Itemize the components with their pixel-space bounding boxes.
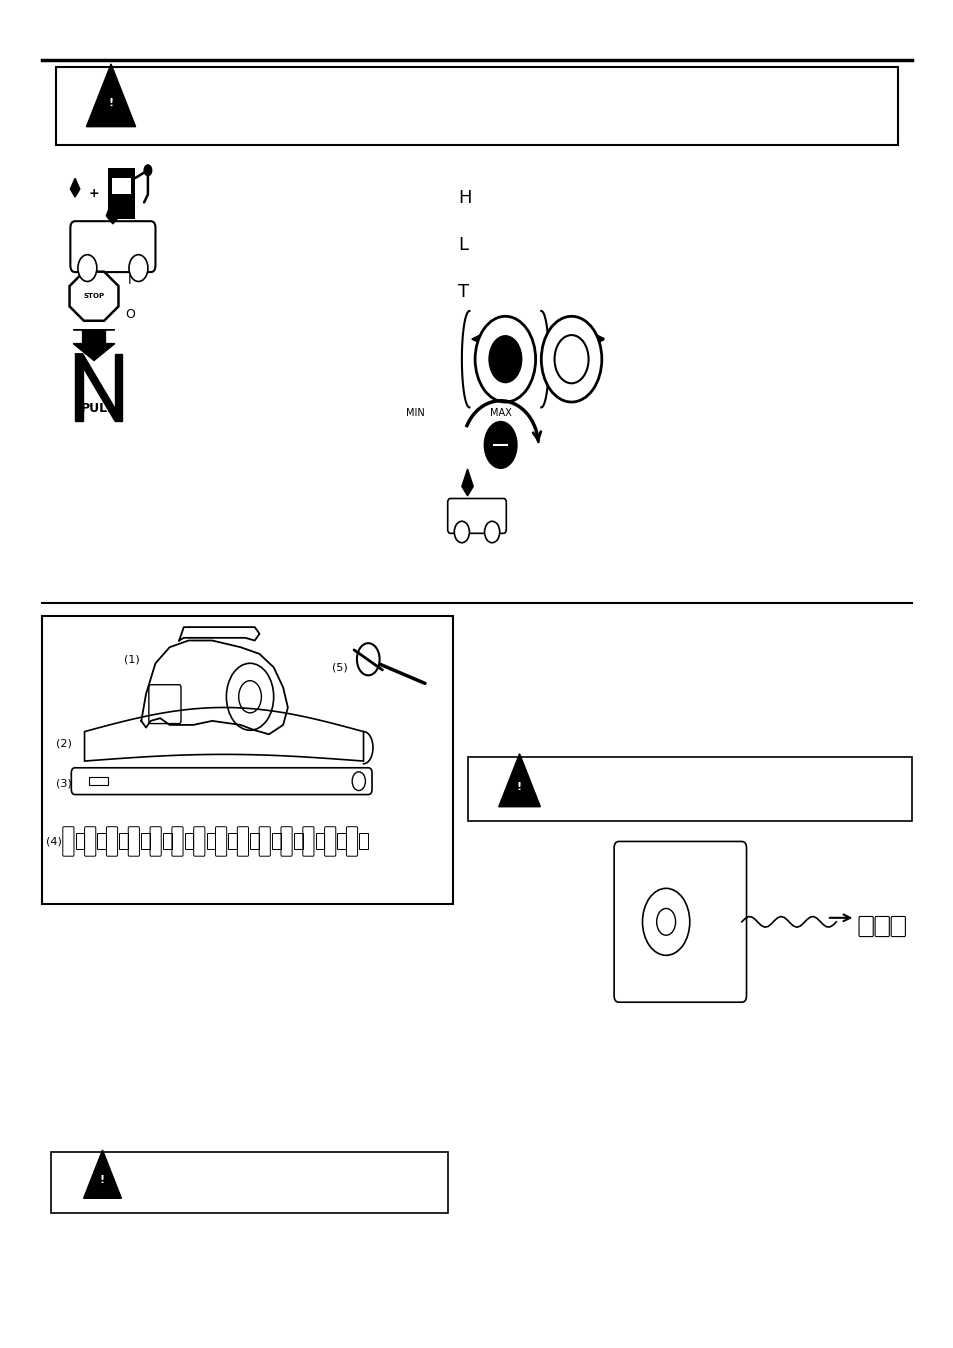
Bar	[206, 833, 215, 849]
Text: !: !	[517, 782, 521, 791]
Text: (3): (3)	[56, 779, 71, 789]
Text: (5): (5)	[332, 662, 348, 673]
Circle shape	[454, 522, 469, 543]
Circle shape	[484, 522, 499, 543]
Text: L: L	[457, 236, 468, 255]
Bar	[163, 833, 172, 849]
Polygon shape	[498, 754, 539, 806]
Circle shape	[483, 421, 517, 469]
Text: !: !	[100, 1175, 105, 1185]
Circle shape	[144, 164, 152, 175]
Bar	[228, 833, 236, 849]
Bar	[108, 167, 134, 218]
Bar	[467, 758, 911, 821]
Bar	[250, 833, 258, 849]
Text: PULL: PULL	[81, 402, 116, 415]
Bar	[272, 833, 280, 849]
Text: I: I	[128, 274, 132, 287]
Text: +: +	[89, 186, 99, 200]
Bar	[359, 833, 368, 849]
Circle shape	[475, 317, 535, 402]
Bar	[75, 353, 83, 421]
Text: STOP: STOP	[83, 294, 105, 299]
Bar	[90, 778, 108, 785]
Polygon shape	[461, 469, 473, 496]
Text: H: H	[457, 190, 471, 208]
Bar	[141, 833, 150, 849]
Text: (2): (2)	[55, 739, 71, 748]
Bar	[97, 833, 106, 849]
Polygon shape	[70, 272, 118, 321]
Text: (1): (1)	[124, 654, 139, 665]
Bar	[112, 178, 131, 194]
Circle shape	[129, 255, 148, 282]
Bar	[56, 67, 897, 144]
Text: MIN: MIN	[406, 407, 424, 418]
Text: !: !	[109, 98, 113, 108]
Bar	[42, 616, 453, 905]
Bar	[315, 833, 324, 849]
Bar	[337, 833, 346, 849]
Bar	[114, 353, 122, 421]
Bar	[119, 833, 128, 849]
Text: MAX: MAX	[489, 407, 511, 418]
Circle shape	[356, 643, 379, 675]
Polygon shape	[71, 178, 80, 197]
Text: O: O	[125, 309, 134, 321]
Bar	[51, 1153, 447, 1213]
Polygon shape	[75, 353, 122, 421]
Bar	[75, 833, 84, 849]
Circle shape	[540, 317, 601, 402]
Text: T: T	[457, 283, 469, 301]
Polygon shape	[73, 330, 114, 360]
Polygon shape	[106, 198, 119, 224]
Polygon shape	[84, 1150, 121, 1198]
Circle shape	[488, 336, 522, 383]
Text: (4): (4)	[47, 837, 62, 847]
Bar	[185, 833, 193, 849]
Circle shape	[78, 255, 97, 282]
Bar	[294, 833, 302, 849]
Polygon shape	[87, 63, 135, 127]
